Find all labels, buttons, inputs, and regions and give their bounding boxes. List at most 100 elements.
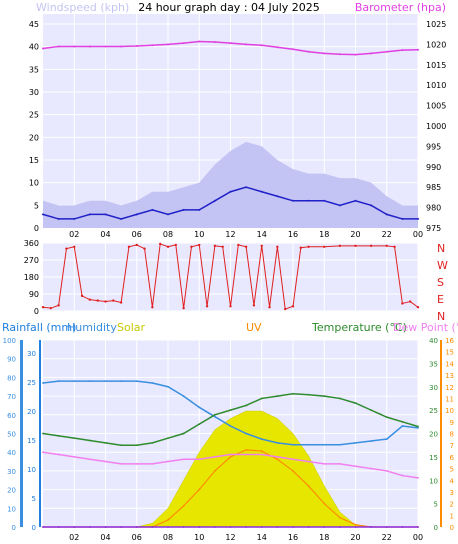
direction-point (73, 245, 76, 248)
temperature-point (135, 444, 138, 447)
direction-point (323, 245, 326, 248)
uv-point (307, 485, 310, 487)
rainfall-point (104, 526, 107, 528)
barometer-tick-label: 975 (426, 224, 441, 233)
temperature-point (338, 397, 341, 400)
dewpoint-point (213, 455, 216, 458)
humidity-point (370, 440, 373, 442)
humidity-point (229, 425, 232, 427)
dewpoint-point (292, 458, 294, 461)
direction-point (151, 306, 154, 309)
uv-tick-label: 3 (450, 489, 454, 497)
windspeed-point (151, 208, 154, 211)
barometer-point (417, 48, 419, 51)
x-tick-label-top: 02 (69, 230, 79, 239)
direction-point (41, 306, 45, 309)
windspeed-point (323, 199, 326, 202)
direction-point (205, 305, 209, 308)
direction-tick-label: 90 (29, 290, 39, 299)
windspeed-point (135, 213, 138, 216)
barometer-point (370, 52, 373, 55)
compass-label: W (437, 259, 448, 272)
humidity-point (167, 385, 169, 388)
uv-tick-label: 13 (445, 372, 454, 380)
temperature-tick-label: 15 (429, 454, 438, 462)
direction-point (213, 244, 217, 248)
temperature-point (417, 425, 419, 428)
x-tick-label-top: 22 (382, 230, 392, 239)
uv-tick-label: 4 (450, 477, 455, 485)
dewpoint-point (120, 462, 123, 465)
direction-point (198, 243, 201, 247)
temperature-tick-label: 40 (429, 337, 438, 345)
windspeed-point (182, 208, 185, 211)
windspeed-tick-label: 40 (29, 43, 39, 52)
rainfall-point (213, 526, 216, 528)
uv-point (182, 505, 185, 507)
compass-label: N (437, 242, 445, 255)
humidity-tick-label: 70 (7, 393, 16, 401)
direction-point (237, 243, 240, 247)
rainfall-point (338, 526, 341, 528)
uv-point (260, 450, 263, 452)
rain-tick-label: 10 (27, 466, 36, 474)
humidity-tick-label: 20 (7, 487, 16, 495)
rainfall-point (370, 526, 373, 528)
windspeed-tick-label: 0 (34, 224, 39, 233)
dewpoint-point (182, 458, 185, 461)
uv-point (323, 502, 326, 505)
solar-legend-label: Solar (117, 321, 146, 334)
uv-tick-label: 6 (450, 454, 455, 462)
rainfall-point (385, 526, 388, 528)
windspeed-tick-label: 45 (29, 20, 39, 29)
temperature-tick-label: 20 (429, 431, 438, 439)
uv-tick-label: 10 (445, 407, 454, 415)
uv-point (229, 455, 232, 458)
humidity-point (417, 426, 419, 429)
temperature-tick-label: 35 (429, 360, 438, 368)
dewpoint-point (245, 453, 248, 456)
direction-line (42, 243, 419, 310)
x-tick-label-top: 08 (163, 230, 173, 239)
barometer-point (57, 45, 60, 48)
x-tick-label-bottom: 06 (132, 533, 142, 542)
direction-point (338, 244, 342, 248)
x-tick-label-top: 20 (350, 230, 360, 239)
temperature-point (73, 437, 76, 440)
direction-point (158, 242, 162, 246)
dewpoint-point (151, 462, 154, 465)
direction-point (174, 243, 178, 247)
rainfall-point (167, 526, 169, 528)
dewpoint-point (198, 458, 201, 461)
x-tick-label-bottom: 20 (350, 533, 360, 542)
x-tick-label-bottom: 04 (100, 533, 110, 542)
rainfall-point (354, 526, 357, 528)
uv-point (338, 516, 341, 519)
uv-point (245, 448, 248, 451)
direction-point (182, 306, 185, 310)
temperature-tick-label: 25 (429, 407, 438, 415)
humidity-point (338, 443, 341, 446)
uv-point (167, 519, 169, 521)
barometer-tick-label: 1015 (426, 61, 446, 70)
x-tick-label-bottom: 18 (319, 533, 329, 542)
uv-tick-label: 1 (450, 512, 454, 520)
windspeed-point (245, 186, 248, 189)
temperature-point (88, 439, 91, 442)
windspeed-tick-label: 5 (34, 201, 39, 210)
humidity-legend-label: Humidity (67, 321, 117, 334)
humidity-tick-label: 30 (7, 468, 16, 476)
barometer-tick-label: 1005 (426, 102, 446, 111)
windspeed-point (354, 199, 357, 202)
uv-point (292, 470, 294, 472)
direction-point (401, 302, 404, 305)
humidity-point (120, 380, 123, 383)
x-tick-label-bottom: 14 (257, 533, 267, 542)
rainfall-point (88, 526, 91, 528)
temperature-point (198, 423, 201, 426)
uv-tick-label: 8 (450, 431, 454, 439)
direction-point (96, 299, 99, 302)
rainfall-point (401, 526, 404, 528)
x-tick-label-top: 00 (413, 230, 423, 239)
rainfall-point (42, 526, 44, 528)
